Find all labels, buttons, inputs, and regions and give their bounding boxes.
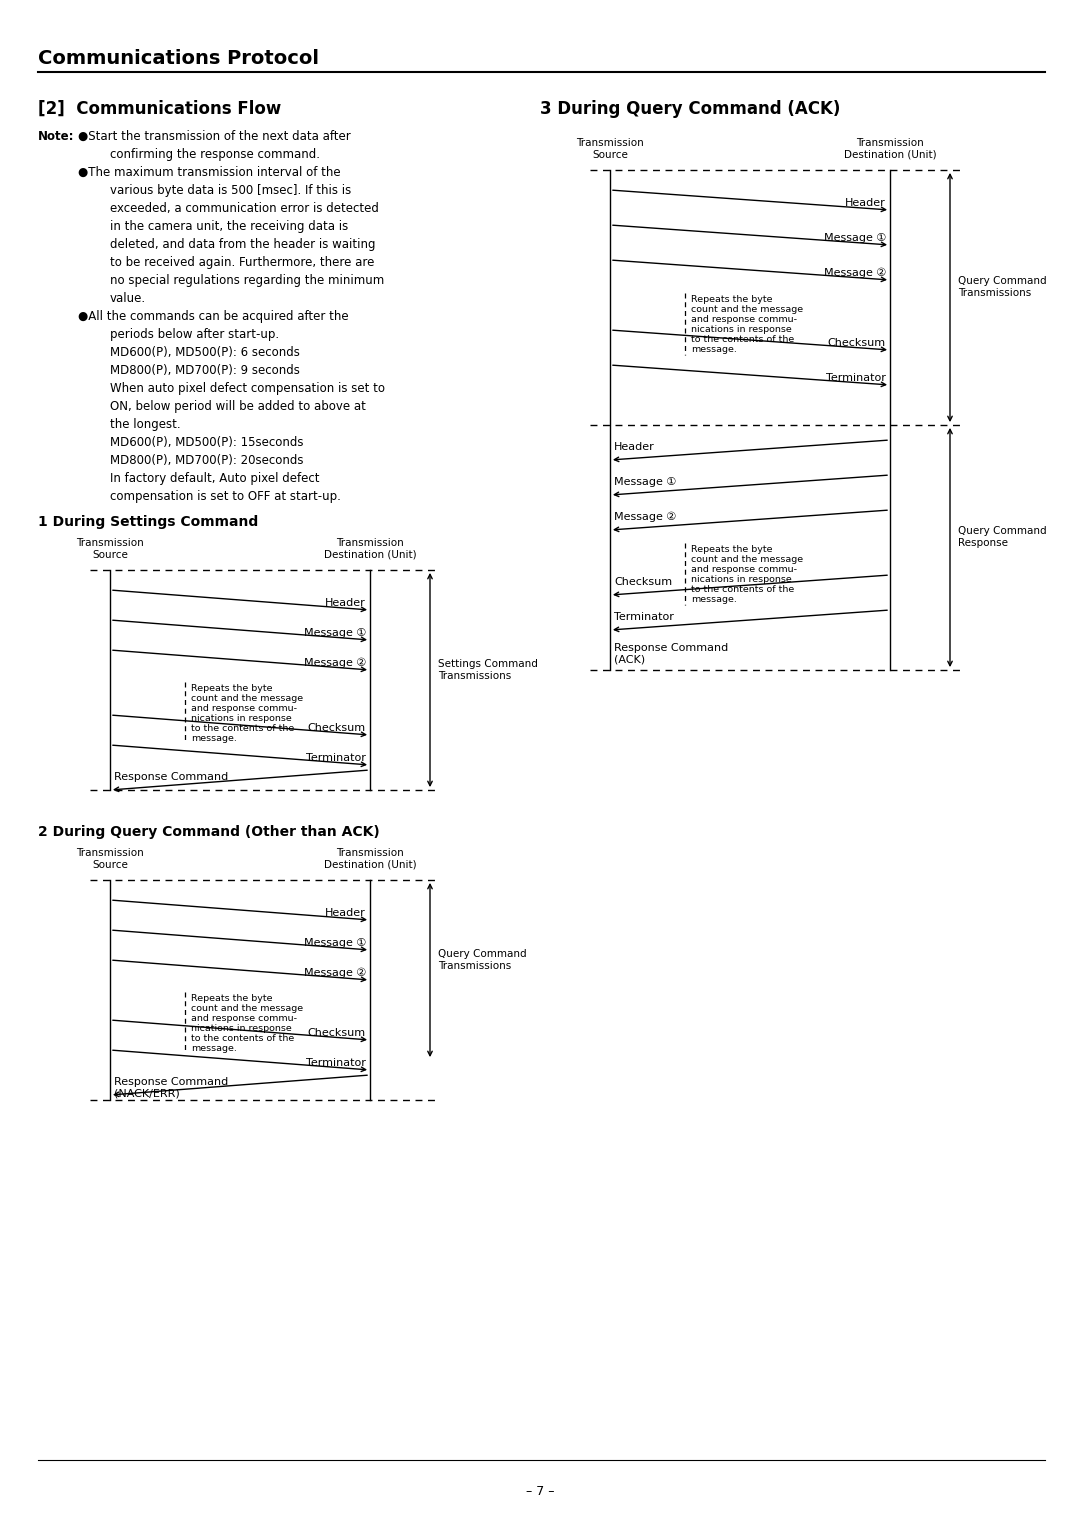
Text: and response commu-: and response commu- [691,565,797,574]
Text: nications in response: nications in response [691,326,792,333]
Text: the longest.: the longest. [110,418,180,430]
Text: Terminator: Terminator [306,1057,366,1068]
Text: Transmission
Source: Transmission Source [76,848,144,870]
Text: and response commu-: and response commu- [191,704,297,714]
Text: MD800(P), MD700(P): 9 seconds: MD800(P), MD700(P): 9 seconds [110,364,300,377]
Text: Terminator: Terminator [615,612,674,623]
Text: Repeats the byte: Repeats the byte [191,683,272,692]
Text: Response Command: Response Command [114,773,228,782]
Text: Message ②: Message ② [303,658,366,668]
Text: When auto pixel defect compensation is set to: When auto pixel defect compensation is s… [110,382,384,395]
Text: Response Command
(ACK): Response Command (ACK) [615,644,728,665]
Text: Checksum: Checksum [308,723,366,733]
Text: Message ②: Message ② [615,512,676,523]
Text: count and the message: count and the message [191,694,303,703]
Text: nications in response: nications in response [191,714,292,723]
Text: to be received again. Furthermore, there are: to be received again. Furthermore, there… [110,256,375,270]
Text: no special regulations regarding the minimum: no special regulations regarding the min… [110,274,384,286]
Text: to the contents of the: to the contents of the [691,335,794,344]
Text: count and the message: count and the message [691,554,804,564]
Text: message.: message. [191,733,237,742]
Text: Query Command
Response: Query Command Response [958,526,1047,548]
Text: and response commu-: and response commu- [191,1014,297,1023]
Text: ●Start the transmission of the next data after: ●Start the transmission of the next data… [78,130,351,142]
Text: Header: Header [325,907,366,918]
Text: Query Command
Transmissions: Query Command Transmissions [958,276,1047,298]
Text: MD600(P), MD500(P): 15seconds: MD600(P), MD500(P): 15seconds [110,436,303,448]
Text: deleted, and data from the header is waiting: deleted, and data from the header is wai… [110,238,376,251]
Text: Message ①: Message ① [824,233,886,242]
Text: message.: message. [191,1044,237,1053]
Text: Repeats the byte: Repeats the byte [691,295,772,305]
Text: In factory default, Auto pixel defect: In factory default, Auto pixel defect [110,473,320,485]
Text: ●The maximum transmission interval of the: ●The maximum transmission interval of th… [78,167,340,179]
Text: 2 During Query Command (Other than ACK): 2 During Query Command (Other than ACK) [38,826,380,839]
Text: Checksum: Checksum [828,338,886,348]
Text: MD800(P), MD700(P): 20seconds: MD800(P), MD700(P): 20seconds [110,454,303,467]
Text: Repeats the byte: Repeats the byte [691,545,772,554]
Text: nications in response: nications in response [691,576,792,583]
Text: Settings Command
Transmissions: Settings Command Transmissions [438,659,538,680]
Text: Terminator: Terminator [306,753,366,764]
Text: message.: message. [691,345,737,355]
Text: Response Command
(NACK/ERR): Response Command (NACK/ERR) [114,1077,228,1098]
Text: to the contents of the: to the contents of the [691,585,794,594]
Text: count and the message: count and the message [691,305,804,314]
Text: periods below after start-up.: periods below after start-up. [110,329,279,341]
Text: various byte data is 500 [msec]. If this is: various byte data is 500 [msec]. If this… [110,183,351,197]
Text: Transmission
Destination (Unit): Transmission Destination (Unit) [843,138,936,159]
Text: 3 During Query Command (ACK): 3 During Query Command (ACK) [540,100,840,118]
Text: Message ②: Message ② [303,968,366,979]
Text: Repeats the byte: Repeats the byte [191,994,272,1003]
Text: Communications Protocol: Communications Protocol [38,48,319,68]
Text: Checksum: Checksum [308,1029,366,1038]
Text: Transmission
Source: Transmission Source [576,138,644,159]
Text: – 7 –: – 7 – [526,1485,554,1498]
Text: Transmission
Source: Transmission Source [76,538,144,559]
Text: Terminator: Terminator [826,373,886,383]
Text: message.: message. [691,595,737,604]
Text: to the contents of the: to the contents of the [191,724,294,733]
Text: Transmission
Destination (Unit): Transmission Destination (Unit) [324,848,416,870]
Text: ON, below period will be added to above at: ON, below period will be added to above … [110,400,366,414]
Text: Query Command
Transmissions: Query Command Transmissions [438,950,527,971]
Text: [2]  Communications Flow: [2] Communications Flow [38,100,281,118]
Text: Message ②: Message ② [824,268,886,277]
Text: confirming the response command.: confirming the response command. [110,148,320,161]
Text: 1 During Settings Command: 1 During Settings Command [38,515,258,529]
Text: exceeded, a communication error is detected: exceeded, a communication error is detec… [110,201,379,215]
Text: MD600(P), MD500(P): 6 seconds: MD600(P), MD500(P): 6 seconds [110,345,300,359]
Text: and response commu-: and response commu- [691,315,797,324]
Text: value.: value. [110,292,146,305]
Text: Message ①: Message ① [303,629,366,638]
Text: in the camera unit, the receiving data is: in the camera unit, the receiving data i… [110,220,348,233]
Text: Note:: Note: [38,130,75,142]
Text: nications in response: nications in response [191,1024,292,1033]
Text: to the contents of the: to the contents of the [191,1035,294,1042]
Text: Transmission
Destination (Unit): Transmission Destination (Unit) [324,538,416,559]
Text: count and the message: count and the message [191,1004,303,1014]
Text: compensation is set to OFF at start-up.: compensation is set to OFF at start-up. [110,489,341,503]
Text: Header: Header [846,198,886,208]
Text: Header: Header [325,598,366,608]
Text: ●All the commands can be acquired after the: ●All the commands can be acquired after … [78,311,349,323]
Text: Header: Header [615,442,654,451]
Text: Checksum: Checksum [615,577,672,586]
Text: Message ①: Message ① [303,938,366,948]
Text: Message ①: Message ① [615,477,676,486]
